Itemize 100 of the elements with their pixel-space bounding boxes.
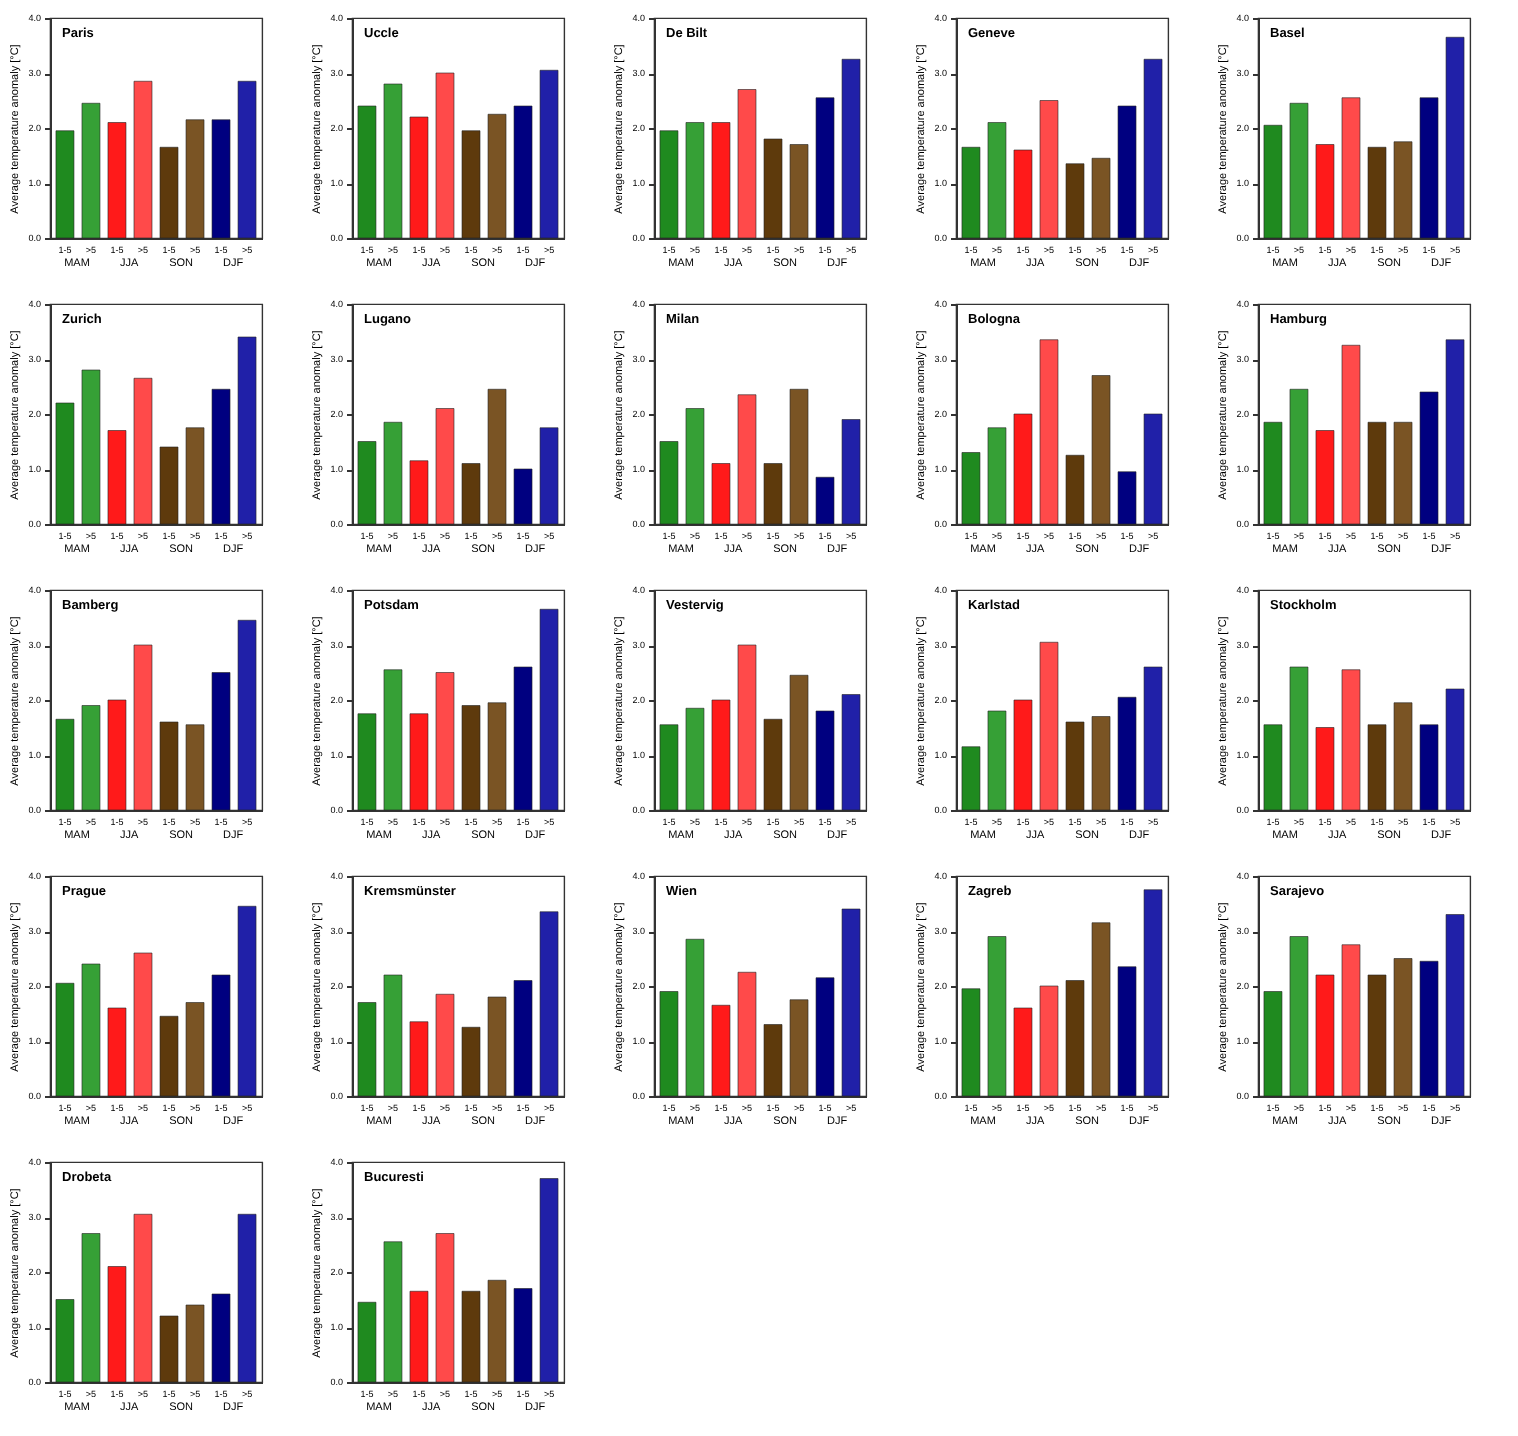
bar <box>513 468 533 525</box>
bar <box>659 130 679 239</box>
bar <box>815 977 835 1097</box>
bar <box>107 430 127 525</box>
bar <box>1143 889 1163 1097</box>
bar <box>107 1007 127 1097</box>
bar <box>107 1266 127 1383</box>
bar <box>81 1233 101 1383</box>
bar <box>763 1024 783 1097</box>
bar <box>55 982 75 1097</box>
bar <box>357 441 377 525</box>
bar <box>711 122 731 239</box>
bar <box>987 122 1007 239</box>
bar <box>1065 980 1085 1097</box>
bar <box>1445 914 1465 1097</box>
bar <box>1013 149 1033 239</box>
bar <box>1065 163 1085 239</box>
bar <box>685 408 705 525</box>
bar <box>435 672 455 811</box>
bar <box>1289 666 1309 811</box>
bar <box>107 699 127 811</box>
bar <box>383 83 403 239</box>
bar <box>159 146 179 239</box>
bar <box>383 669 403 811</box>
bar <box>211 672 231 811</box>
bar <box>383 1241 403 1383</box>
bar <box>357 1301 377 1383</box>
bar <box>487 1279 507 1383</box>
bar <box>383 974 403 1097</box>
bar <box>1445 688 1465 811</box>
bar <box>789 388 809 525</box>
bar <box>1117 966 1137 1097</box>
bar <box>357 1002 377 1097</box>
bar <box>1367 724 1387 811</box>
bar <box>487 996 507 1097</box>
bar <box>1117 105 1137 239</box>
bar <box>1393 421 1413 525</box>
bar <box>961 988 981 1097</box>
bar <box>737 89 757 239</box>
bar <box>1117 696 1137 811</box>
bar <box>1419 724 1439 811</box>
bar <box>435 408 455 525</box>
bar <box>987 936 1007 1097</box>
bar <box>539 69 559 239</box>
bar <box>539 427 559 525</box>
bar <box>763 463 783 525</box>
bar <box>1117 471 1137 525</box>
bar <box>461 1290 481 1383</box>
bar <box>513 105 533 239</box>
bar <box>81 963 101 1097</box>
bar <box>435 1233 455 1383</box>
bar <box>513 980 533 1097</box>
bar <box>55 402 75 525</box>
bar <box>1289 102 1309 239</box>
bar <box>1445 339 1465 525</box>
bar <box>211 974 231 1097</box>
bar <box>237 336 257 525</box>
bar <box>1013 699 1033 811</box>
bar <box>1341 344 1361 525</box>
bar <box>211 119 231 239</box>
bar <box>1367 146 1387 239</box>
bar <box>815 476 835 525</box>
bar <box>659 724 679 811</box>
bar <box>737 644 757 811</box>
bar <box>237 619 257 811</box>
bar <box>435 993 455 1097</box>
bar <box>841 58 861 239</box>
bar <box>1091 157 1111 239</box>
bar <box>737 394 757 525</box>
bar <box>1315 430 1335 525</box>
bar <box>1341 944 1361 1097</box>
bar <box>133 377 153 525</box>
bar <box>685 938 705 1097</box>
bar <box>1263 991 1283 1097</box>
bar <box>55 1299 75 1383</box>
bar <box>1091 716 1111 811</box>
bar <box>987 427 1007 525</box>
bar <box>961 746 981 811</box>
bar <box>211 388 231 525</box>
bar <box>513 666 533 811</box>
bar <box>711 1004 731 1097</box>
bar <box>383 421 403 525</box>
bar <box>1039 641 1059 811</box>
bar <box>1143 413 1163 525</box>
bar <box>461 1026 481 1097</box>
bar <box>1039 339 1059 525</box>
bar <box>1367 974 1387 1097</box>
bar <box>815 710 835 811</box>
bar <box>159 1015 179 1097</box>
bar <box>1289 388 1309 525</box>
bar <box>159 446 179 525</box>
bar <box>513 1288 533 1383</box>
bar <box>1143 666 1163 811</box>
bar <box>987 710 1007 811</box>
bar <box>539 608 559 811</box>
bar <box>1263 724 1283 811</box>
bar <box>659 441 679 525</box>
bar <box>133 952 153 1097</box>
bar <box>961 452 981 525</box>
bar <box>1091 922 1111 1097</box>
